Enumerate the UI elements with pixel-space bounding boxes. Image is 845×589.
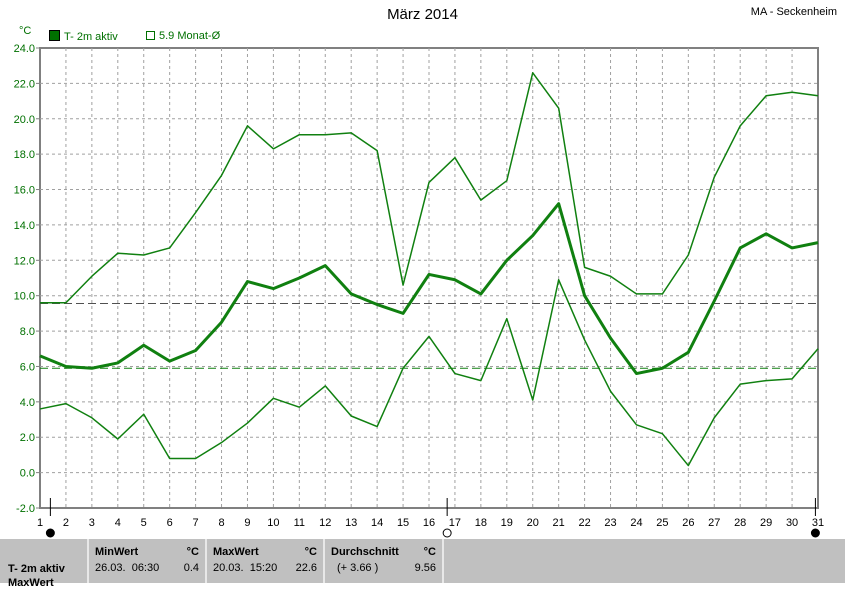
stats-panel: T- 2m aktiv MaxWert MinWert °C 26.03. 06… xyxy=(0,539,845,589)
y-tick-label: 12.0 xyxy=(14,255,35,267)
x-tick-label: 11 xyxy=(294,517,305,529)
x-tick-label: 6 xyxy=(167,517,173,529)
x-tick-label: 9 xyxy=(244,517,250,529)
x-tick-label: 17 xyxy=(449,517,461,529)
x-tick-label: 25 xyxy=(656,517,668,529)
max-unit: °C xyxy=(304,546,317,558)
min-header: MinWert xyxy=(95,546,139,558)
y-tick-label: 10.0 xyxy=(14,291,35,303)
y-tick-label: 24.0 xyxy=(14,43,35,55)
y-tick-label: 0.0 xyxy=(20,468,35,480)
legend-item-month-avg[interactable]: 5.9 Monat-Ø xyxy=(146,30,220,42)
max-value: 22.6 xyxy=(295,562,317,574)
y-tick-label: 2.0 xyxy=(20,432,35,444)
x-tick-label: 19 xyxy=(501,517,513,529)
stats-max: MaxWert °C 20.03. 15:20 22.6 xyxy=(205,539,323,583)
legend-label: T- 2m aktiv xyxy=(64,31,118,43)
x-tick-label: 18 xyxy=(475,517,487,529)
x-tick-label: 28 xyxy=(734,517,746,529)
x-tick-label: 20 xyxy=(527,517,539,529)
station-name: MA - Seckenheim xyxy=(750,6,837,18)
x-tick-label: 23 xyxy=(604,517,616,529)
x-tick-label: 13 xyxy=(345,517,357,529)
x-tick-label: 5 xyxy=(141,517,147,529)
stats-empty xyxy=(442,539,845,583)
avg-unit: °C xyxy=(423,546,436,558)
x-tick-label: 12 xyxy=(319,517,331,529)
x-tick-label: 16 xyxy=(423,517,435,529)
legend-label: 5.9 Monat-Ø xyxy=(159,30,221,42)
y-tick-label: 16.0 xyxy=(14,185,35,197)
x-tick-label: 3 xyxy=(89,517,95,529)
min-value: 0.4 xyxy=(183,562,199,574)
y-tick-label: 4.0 xyxy=(20,397,35,409)
min-unit: °C xyxy=(186,546,199,558)
y-tick-label: 22.0 xyxy=(14,78,35,90)
y-tick-label: 6.0 xyxy=(20,361,35,373)
x-tick-label: 1 xyxy=(37,517,43,529)
avg-value: 9.56 xyxy=(414,562,436,574)
new-moon-icon xyxy=(810,528,820,538)
min-date: 26.03. 06:30 xyxy=(95,562,160,574)
series-line-0 xyxy=(40,72,819,304)
x-tick-label: 21 xyxy=(553,517,565,529)
x-tick-label: 7 xyxy=(193,517,199,529)
y-tick-label: -2.0 xyxy=(16,503,35,515)
legend-swatch-filled xyxy=(49,30,60,41)
new-moon-icon xyxy=(45,528,55,538)
x-tick-label: 31 xyxy=(812,517,824,529)
series-line-1 xyxy=(39,202,819,376)
stats-row-label: T- 2m aktiv xyxy=(8,563,65,575)
x-tick-label: 27 xyxy=(708,517,720,529)
y-axis-unit: °C xyxy=(19,25,32,37)
stats-avg: Durchschnitt °C (+ 3.66 ) 9.56 xyxy=(323,539,442,583)
x-tick-label: 24 xyxy=(630,517,642,529)
y-tick-label: 14.0 xyxy=(14,220,35,232)
x-tick-label: 2 xyxy=(63,517,69,529)
max-date: 20.03. 15:20 xyxy=(213,562,278,574)
x-tick-label: 26 xyxy=(682,517,694,529)
max-header: MaxWert xyxy=(213,546,259,558)
chart-title: März 2014 xyxy=(387,6,458,23)
legend-swatch-empty xyxy=(146,31,155,40)
x-tick-label: 30 xyxy=(786,517,798,529)
x-tick-label: 14 xyxy=(371,517,383,529)
x-tick-label: 22 xyxy=(578,517,590,529)
full-moon-icon xyxy=(442,528,452,538)
x-tick-label: 10 xyxy=(267,517,279,529)
stats-min: MinWert °C 26.03. 06:30 0.4 xyxy=(87,539,205,583)
legend-item-temp[interactable]: T- 2m aktiv xyxy=(49,30,118,43)
y-tick-label: 20.0 xyxy=(14,114,35,126)
x-tick-label: 15 xyxy=(397,517,409,529)
chart-plot: 24.022.020.018.016.014.012.010.08.06.04.… xyxy=(14,43,824,538)
x-tick-label: 29 xyxy=(760,517,772,529)
y-tick-label: 18.0 xyxy=(14,149,35,161)
y-tick-label: 8.0 xyxy=(20,326,35,338)
x-tick-label: 4 xyxy=(115,517,121,529)
stats-row-label2: MaxWert xyxy=(8,577,54,589)
avg-header: Durchschnitt xyxy=(331,546,399,558)
avg-diff: (+ 3.66 ) xyxy=(337,562,379,574)
series-line-2 xyxy=(39,279,819,467)
x-tick-label: 8 xyxy=(218,517,224,529)
